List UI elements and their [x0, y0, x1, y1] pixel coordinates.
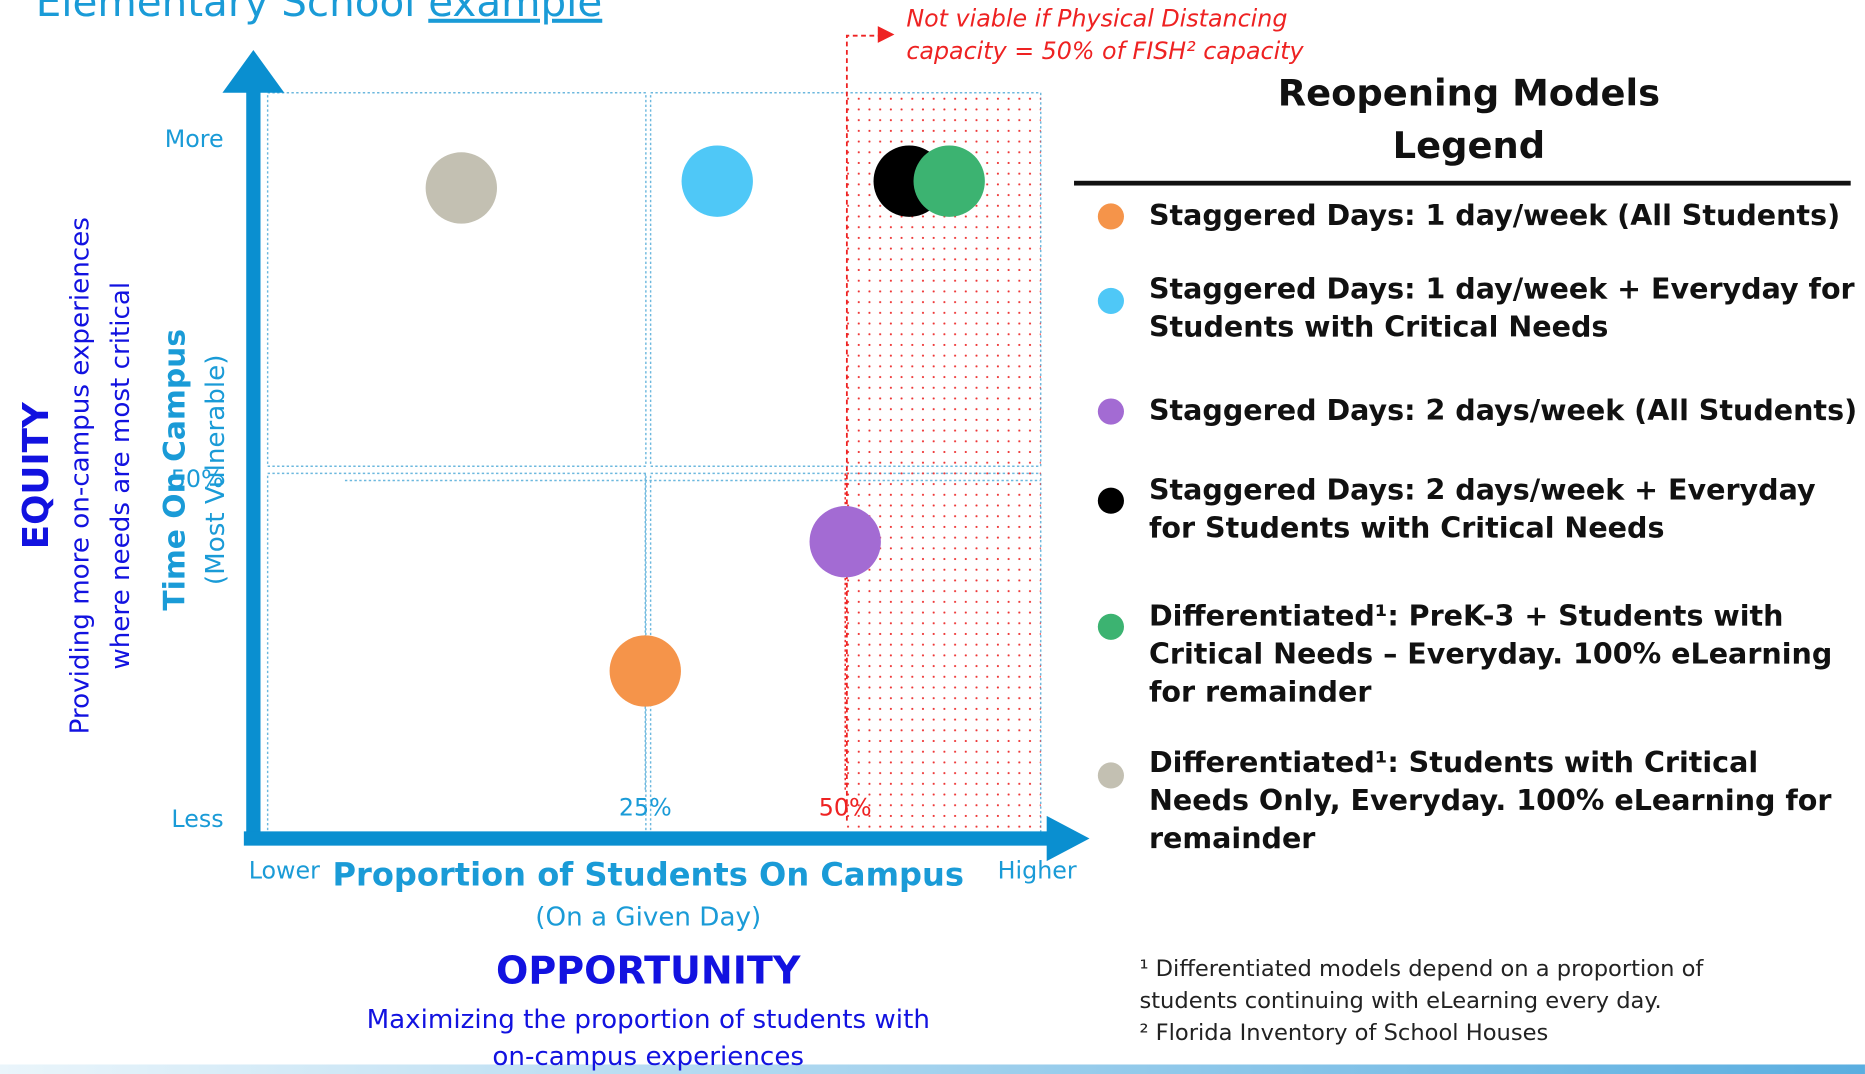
legend-label: Staggered Days: 1 day/week (All Students… — [1148, 198, 1841, 232]
point — [425, 152, 497, 224]
x-tick-label: Higher — [998, 856, 1077, 884]
legend-marker — [1097, 203, 1124, 230]
x-subtitle: (On a Given Day) — [535, 903, 761, 933]
title-link: example — [428, 0, 602, 26]
legend-label: Differentiated¹: PreK-3 + Students with … — [1148, 599, 1833, 709]
legend-label: Staggered Days: 1 day/week + Everyday fo… — [1148, 272, 1855, 344]
point — [913, 145, 985, 217]
legend-entry: Staggered Days: 1 day/week + Everyday fo… — [1148, 272, 1855, 344]
y-theme-text: Providing more on-campus experiences — [65, 217, 95, 734]
annotation: capacity = 50% of FISH² capacity — [906, 37, 1304, 65]
legend-rule — [1074, 180, 1851, 186]
annotation: Not viable if Physical Distancing — [906, 5, 1287, 33]
y-tick-label: More — [165, 125, 224, 153]
y-theme-text: where needs are most critical — [106, 282, 136, 670]
x-theme: OPPORTUNITY — [496, 948, 801, 992]
x-title: Proportion of Students On Campus — [332, 856, 964, 894]
x-theme-text: Maximizing the proportion of students wi… — [367, 1005, 930, 1035]
legend-entry: Differentiated¹: PreK-3 + Students with … — [1148, 599, 1833, 709]
legend-entry: Staggered Days: 1 day/week (All Students… — [1148, 198, 1841, 232]
legend-label: Differentiated¹: Students with Critical … — [1148, 745, 1832, 856]
footnote: ² Florida Inventory of School Houses — [1139, 1020, 1548, 1046]
legend-label: Staggered Days: 2 days/week + Everyday f… — [1148, 473, 1816, 545]
y-tick-label: Less — [171, 805, 223, 833]
legend-marker — [1097, 762, 1124, 789]
legend-marker — [1097, 487, 1124, 514]
y-subtitle: (Most Vulnerable) — [201, 355, 231, 586]
legend-label: Staggered Days: 2 days/week (All Student… — [1148, 393, 1858, 427]
legend-marker — [1097, 613, 1124, 640]
arrowhead — [877, 26, 895, 43]
footnote: ¹ Differentiated models depend on a prop… — [1139, 956, 1704, 982]
title: Elementary School example — [36, 0, 603, 26]
x-tick-label: Lower — [249, 856, 320, 884]
legend-title: Reopening Models — [1278, 72, 1660, 115]
footer-band — [0, 1064, 1865, 1074]
y-title: Time On Campus — [158, 329, 193, 611]
legend-marker — [1097, 287, 1124, 314]
legend-entry: Differentiated¹: Students with Critical … — [1148, 745, 1832, 856]
legend-entry: Staggered Days: 2 days/week + Everyday f… — [1148, 473, 1816, 545]
point — [809, 506, 881, 578]
y-theme: EQUITY — [16, 401, 57, 549]
y-tick-label: 50% — [171, 465, 224, 493]
x-theme-text: on-campus experiences — [492, 1042, 804, 1072]
axes — [222, 49, 1090, 862]
legend-title: Legend — [1393, 124, 1545, 167]
footnote: students continuing with eLearning every… — [1139, 988, 1661, 1014]
point — [609, 635, 681, 707]
legend-marker — [1097, 398, 1124, 425]
point — [681, 145, 753, 217]
x-tick-label: 25% — [619, 793, 672, 821]
x-tick-label: 50% — [819, 793, 872, 821]
legend-entry: Staggered Days: 2 days/week (All Student… — [1148, 393, 1858, 427]
title-text: Elementary School — [36, 0, 429, 26]
